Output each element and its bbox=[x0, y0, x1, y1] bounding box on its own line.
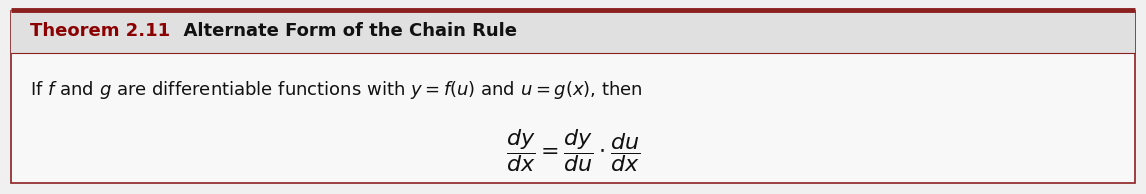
Text: Alternate Form of the Chain Rule: Alternate Form of the Chain Rule bbox=[171, 22, 517, 40]
Text: If $f$ and $g$ are differentiable functions with $y = f(u)$ and $u = g(x)$, then: If $f$ and $g$ are differentiable functi… bbox=[30, 79, 643, 101]
FancyBboxPatch shape bbox=[10, 11, 1136, 53]
FancyBboxPatch shape bbox=[10, 11, 1136, 183]
Text: $\dfrac{dy}{dx} = \dfrac{dy}{du} \cdot \dfrac{du}{dx}$: $\dfrac{dy}{dx} = \dfrac{dy}{du} \cdot \… bbox=[505, 127, 641, 174]
Text: Theorem 2.11: Theorem 2.11 bbox=[30, 22, 170, 40]
